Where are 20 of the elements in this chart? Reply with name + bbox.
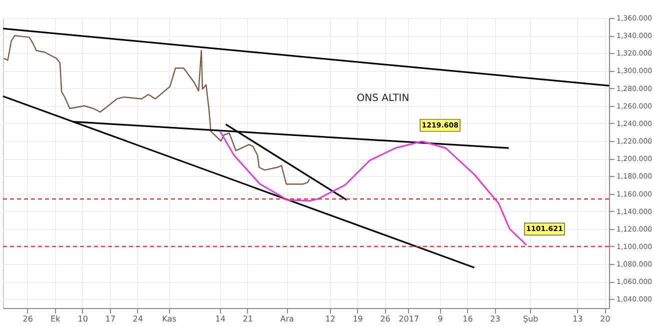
x-tick-label: 26	[22, 314, 33, 324]
x-tick-label: 2017	[398, 314, 420, 324]
x-tick-label: 24	[132, 314, 143, 324]
x-tick-label: 21	[242, 314, 253, 324]
x-tick-label: 14	[215, 314, 226, 324]
x-tick-label: 16	[462, 314, 473, 324]
x-tick-label: Ara	[280, 314, 294, 324]
x-tick-label: Şub	[523, 314, 538, 324]
x-tick-label: 12	[325, 314, 336, 324]
x-tick-label: 19	[352, 314, 363, 324]
x-tick-label: 10	[78, 314, 88, 324]
x-tick-label: 26	[380, 314, 390, 324]
text: ONS ALTIN	[356, 93, 410, 104]
x-tick-label: 20	[600, 314, 610, 324]
x-tick-label: Ek	[50, 314, 61, 324]
x-tick-label: 23	[490, 314, 500, 324]
x-tick-label: 13	[572, 314, 583, 324]
x-tick-label: Kas	[162, 314, 176, 324]
x-tick-label: 9	[438, 314, 443, 324]
x-tick-label: 17	[105, 314, 116, 324]
